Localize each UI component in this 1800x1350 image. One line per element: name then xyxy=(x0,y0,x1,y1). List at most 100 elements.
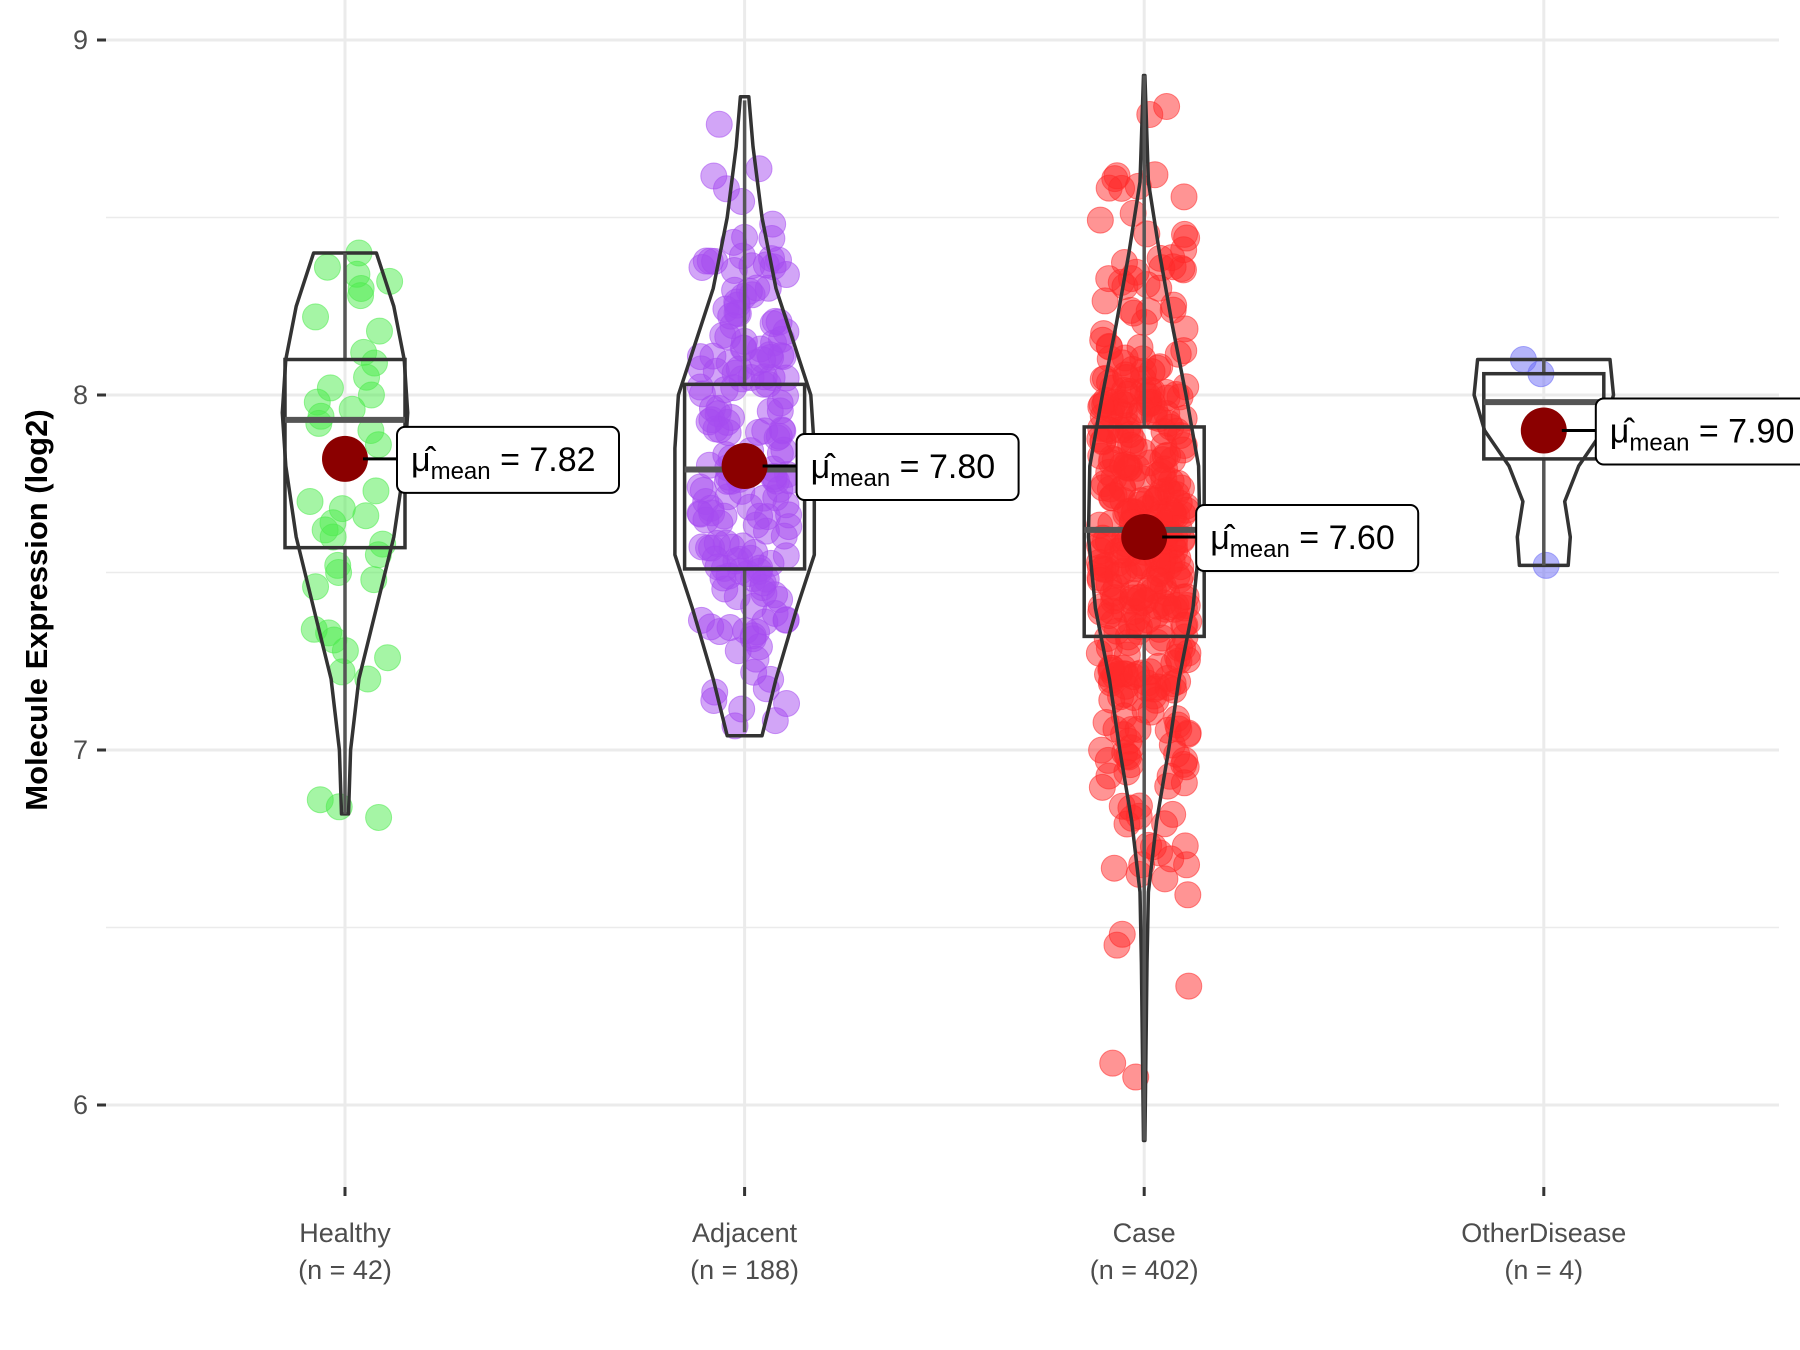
data-point xyxy=(695,408,723,436)
data-point xyxy=(687,500,715,528)
mean-label-text: μ̂mean = 7.60 xyxy=(1210,519,1395,563)
mean-label-text: μ̂mean = 7.90 xyxy=(1610,413,1795,457)
data-point xyxy=(705,110,733,138)
mean-label: μ̂mean = 7.90 xyxy=(1561,397,1800,466)
mean-label: μ̂mean = 7.82 xyxy=(363,425,620,494)
x-tick-label: Adjacent xyxy=(692,1218,798,1248)
y-tick-label: 6 xyxy=(73,1090,88,1120)
data-point xyxy=(1170,183,1198,211)
data-point xyxy=(1144,461,1172,489)
data-point xyxy=(1171,220,1199,248)
data-point xyxy=(365,317,393,345)
data-point xyxy=(715,349,743,377)
data-point xyxy=(704,553,732,581)
data-point xyxy=(1088,736,1116,764)
data-point xyxy=(729,532,757,560)
data-point xyxy=(1159,499,1187,527)
violin-outline xyxy=(280,251,410,816)
data-point xyxy=(1175,972,1203,1000)
data-point xyxy=(313,253,341,281)
data-point xyxy=(357,381,385,409)
x-tick-count-label: (n = 402) xyxy=(1090,1255,1199,1285)
data-point xyxy=(1174,881,1202,909)
y-tick-label: 8 xyxy=(73,380,88,410)
data-point xyxy=(1092,709,1120,737)
mean-label-box xyxy=(396,425,620,494)
data-point xyxy=(374,644,402,672)
data-point xyxy=(1099,1049,1127,1077)
group-healthy xyxy=(280,239,410,831)
x-tick-label: Healthy xyxy=(299,1218,391,1248)
data-point xyxy=(1151,865,1179,893)
data-point xyxy=(1169,436,1197,464)
grid xyxy=(106,0,1779,1190)
mean-label-box xyxy=(1594,397,1800,466)
data-point xyxy=(1170,769,1198,797)
data-point xyxy=(296,488,324,515)
mean-point xyxy=(1520,407,1567,454)
violin-outline xyxy=(1472,357,1616,568)
data-point xyxy=(745,155,773,183)
mean-labels: μ̂mean = 7.82 μ̂mean = 7.80 μ̂mean = 7.60 μ… xyxy=(363,397,1800,572)
group-case xyxy=(1082,73,1206,1143)
data-point xyxy=(1113,810,1141,838)
mean-label-box xyxy=(795,433,1020,501)
data-point xyxy=(1135,485,1163,513)
x-tick-label: OtherDisease xyxy=(1461,1218,1626,1248)
mean-label: μ̂mean = 7.60 xyxy=(1162,504,1420,572)
data-point xyxy=(742,645,770,673)
data-point xyxy=(362,477,390,505)
data-point xyxy=(352,502,380,530)
data-point xyxy=(1086,206,1114,234)
data-point xyxy=(745,418,773,446)
data-point xyxy=(302,303,330,331)
data-point xyxy=(700,686,728,714)
x-tick-count-label: (n = 188) xyxy=(690,1255,799,1285)
mean-point xyxy=(1121,514,1168,560)
data-point xyxy=(775,501,803,529)
data-point xyxy=(717,302,745,330)
data-point xyxy=(728,187,756,215)
data-point xyxy=(749,346,777,374)
data-point xyxy=(1162,381,1190,409)
data-point xyxy=(773,690,801,718)
jitter-points xyxy=(1085,92,1203,1091)
y-tick-label: 7 xyxy=(73,735,88,765)
data-point xyxy=(1126,333,1154,361)
data-point xyxy=(710,502,738,530)
data-point xyxy=(365,803,393,831)
data-point xyxy=(1091,287,1119,315)
data-point xyxy=(1088,773,1116,801)
data-point xyxy=(1137,698,1165,726)
data-point xyxy=(1163,705,1191,733)
y-axis-title: Molecule Expression (log2) xyxy=(19,409,54,810)
x-tick-count-label: (n = 4) xyxy=(1504,1255,1583,1285)
data-point xyxy=(1167,474,1195,502)
data-point xyxy=(711,376,739,404)
group-adjacent xyxy=(673,95,817,740)
data-point xyxy=(1090,320,1118,348)
x-tick-count-label: (n = 42) xyxy=(298,1255,392,1285)
mean-label-text: μ̂mean = 7.82 xyxy=(411,441,596,485)
mean-label: μ̂mean = 7.80 xyxy=(762,433,1020,501)
data-point xyxy=(1134,606,1162,634)
mean-label-box xyxy=(1195,504,1420,572)
data-point xyxy=(718,403,746,431)
group-otherdisease xyxy=(1472,346,1616,579)
y-tick-label: 9 xyxy=(73,25,88,55)
data-point xyxy=(1133,220,1161,248)
mean-point xyxy=(721,443,768,489)
data-point xyxy=(325,559,353,586)
data-point xyxy=(772,382,800,410)
data-point xyxy=(347,282,375,310)
data-point xyxy=(1145,405,1173,433)
data-point xyxy=(700,162,728,190)
data-point xyxy=(1108,920,1136,948)
data-point xyxy=(1135,831,1163,859)
data-point xyxy=(743,274,771,302)
mean-label-text: μ̂mean = 7.80 xyxy=(811,448,996,492)
data-point xyxy=(1174,639,1202,667)
data-point xyxy=(319,523,347,551)
violin-outline xyxy=(673,95,817,738)
